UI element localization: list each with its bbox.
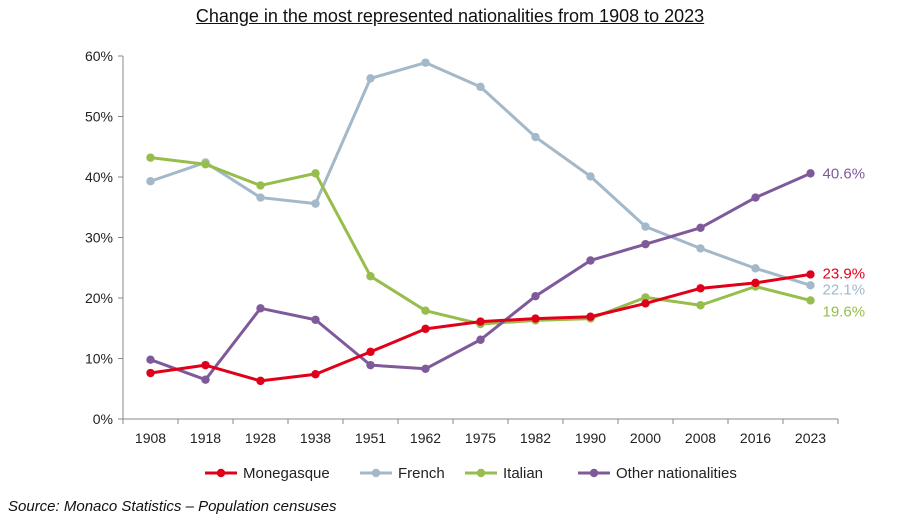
data-point-french: [531, 132, 540, 142]
chart-title: Change in the most represented nationali…: [195, 6, 705, 26]
series-line-other-nationalities: [149, 171, 812, 382]
x-tick-label: 2000: [630, 430, 661, 446]
y-tick-label: 40%: [85, 169, 113, 185]
legend-label-french: French: [398, 465, 445, 482]
data-point-italian: [366, 272, 375, 281]
y-tick-label: 10%: [85, 351, 113, 367]
data-point-french: [806, 281, 815, 290]
data-point-italian: [641, 293, 650, 302]
data-point-monegasque: [201, 360, 210, 370]
y-tick-label: 50%: [85, 109, 113, 125]
data-point-french: [366, 74, 375, 83]
data-point-italian: [311, 169, 320, 178]
x-tick-label: 2008: [685, 430, 716, 446]
data-point-french: [751, 264, 760, 273]
data-point-other-nationalities: [311, 315, 320, 324]
data-point-italian: [256, 181, 265, 190]
data-point-other-nationalities: [586, 256, 595, 265]
data-point-monegasque: [476, 317, 485, 326]
data-point-italian: [421, 306, 430, 315]
data-point-french: [696, 244, 705, 253]
data-point-other-nationalities: [366, 360, 375, 370]
series-line-french: [150, 61, 811, 287]
data-point-monegasque: [256, 376, 265, 386]
data-point-french: [146, 177, 155, 186]
data-point-other-nationalities: [421, 364, 430, 373]
end-label-other-nationalities: 40.6%: [823, 165, 866, 182]
data-point-other-nationalities: [806, 169, 815, 178]
end-label-french: 22.1%: [823, 281, 866, 298]
data-point-monegasque: [751, 278, 760, 288]
data-point-monegasque: [696, 284, 705, 293]
data-point-other-nationalities: [146, 355, 155, 364]
legend-marker-italian: [476, 468, 486, 478]
data-point-other-nationalities: [641, 239, 650, 249]
data-point-monegasque: [641, 299, 650, 308]
data-point-italian: [146, 153, 155, 162]
data-point-french: [256, 193, 265, 202]
legend-label-italian: Italian: [503, 465, 543, 482]
x-tick-label: 1975: [465, 430, 496, 446]
y-tick-label: 60%: [85, 48, 113, 64]
legend-marker-monegasque: [216, 468, 226, 478]
data-point-french: [476, 82, 485, 92]
data-point-other-nationalities: [696, 223, 705, 233]
x-tick-label: 2016: [740, 430, 771, 446]
data-point-italian: [696, 301, 705, 310]
legend-marker-french: [371, 468, 381, 478]
data-point-italian: [806, 296, 815, 305]
x-tick-label: 1918: [190, 430, 221, 446]
data-point-french: [586, 172, 595, 181]
data-point-other-nationalities: [256, 304, 265, 313]
data-point-italian: [201, 160, 210, 169]
series-line-italian: [150, 156, 811, 326]
x-tick-label: 1990: [575, 430, 606, 446]
y-tick-label: 30%: [85, 230, 113, 246]
data-point-monegasque: [146, 368, 155, 378]
x-tick-label: 1938: [300, 430, 331, 446]
data-point-other-nationalities: [476, 335, 485, 344]
data-point-french: [641, 222, 650, 231]
x-tick-label: 1951: [355, 430, 386, 446]
data-point-french: [421, 58, 430, 67]
data-point-monegasque: [586, 312, 595, 321]
x-tick-label: 1962: [410, 430, 441, 446]
legend-marker-other-nationalities: [589, 468, 599, 478]
data-point-monegasque: [531, 314, 540, 323]
data-point-other-nationalities: [751, 193, 760, 202]
data-point-monegasque: [806, 270, 815, 279]
y-tick-label: 20%: [85, 290, 113, 306]
x-tick-label: 2023: [795, 430, 826, 446]
data-point-monegasque: [311, 370, 320, 379]
end-label-italian: 19.6%: [823, 303, 866, 320]
y-tick-label: 0%: [93, 411, 113, 427]
x-tick-label: 1928: [245, 430, 276, 446]
x-tick-label: 1982: [520, 430, 551, 446]
legend-label-other-nationalities: Other nationalities: [616, 465, 737, 482]
x-tick-label: 1908: [135, 430, 166, 446]
data-point-other-nationalities: [201, 375, 210, 384]
legend-label-monegasque: Monegasque: [243, 465, 330, 482]
data-point-monegasque: [421, 324, 430, 334]
end-label-monegasque: 23.9%: [823, 265, 866, 282]
data-point-other-nationalities: [531, 291, 540, 301]
source-note: Source: Monaco Statistics – Population c…: [8, 498, 337, 515]
data-point-monegasque: [366, 347, 375, 357]
data-point-french: [311, 199, 320, 208]
